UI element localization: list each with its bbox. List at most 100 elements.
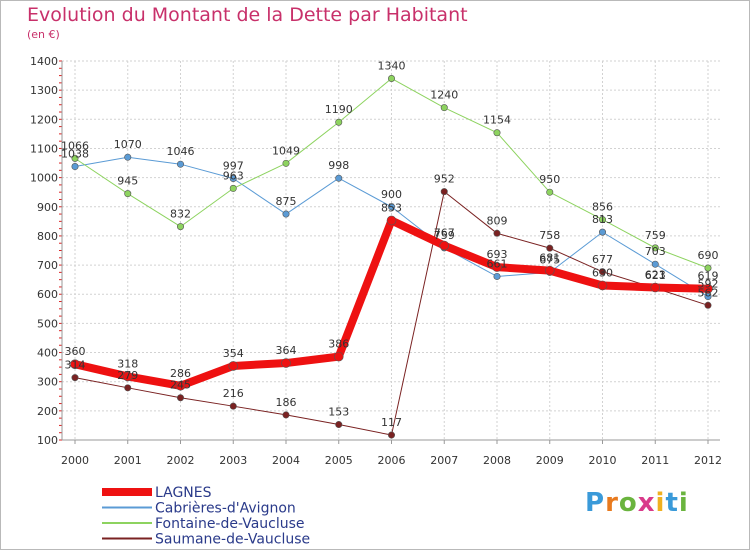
data-point-lagnes xyxy=(544,265,555,276)
y-tick-label: 1300 xyxy=(30,84,58,97)
data-label-lagnes: 318 xyxy=(117,357,138,370)
data-point-lagnes xyxy=(333,351,344,362)
data-point-cabri-res-d-avignon xyxy=(598,228,606,236)
data-label-saumane-de-vaucluse: 562 xyxy=(698,286,719,299)
data-point-lagnes xyxy=(703,283,713,294)
data-point-saumane-de-vaucluse xyxy=(598,268,606,276)
data-point-saumane-de-vaucluse xyxy=(335,421,343,429)
data-point-fontaine-de-vaucluse xyxy=(598,216,606,224)
data-point-cabri-res-d-avignon xyxy=(124,153,132,161)
data-label-saumane-de-vaucluse: 952 xyxy=(434,173,455,186)
data-point-fontaine-de-vaucluse xyxy=(440,104,448,112)
y-tick-label: 500 xyxy=(37,317,58,330)
x-tick-label: 2003 xyxy=(219,454,247,467)
logo-letter: P xyxy=(585,488,606,518)
legend-label: Fontaine-de-Vaucluse xyxy=(155,516,305,532)
proxiti-logo: Proxiti xyxy=(585,488,689,518)
data-label-cabri-res-d-avignon: 661 xyxy=(487,257,508,270)
data-label-saumane-de-vaucluse: 245 xyxy=(170,379,191,392)
data-point-lagnes xyxy=(650,282,661,293)
logo-letter: o xyxy=(618,488,638,518)
logo-letter: i xyxy=(655,488,666,518)
data-label-lagnes: 354 xyxy=(223,347,244,360)
data-label-cabri-res-d-avignon: 998 xyxy=(328,159,349,172)
data-label-lagnes: 286 xyxy=(170,367,191,380)
data-label-cabri-res-d-avignon: 1046 xyxy=(167,145,195,158)
data-point-fontaine-de-vaucluse xyxy=(177,223,185,231)
data-label-fontaine-de-vaucluse: 1066 xyxy=(61,139,89,152)
data-point-cabri-res-d-avignon xyxy=(282,210,290,218)
data-label-cabri-res-d-avignon: 703 xyxy=(645,245,666,258)
data-point-fontaine-de-vaucluse xyxy=(387,74,395,82)
x-tick-label: 2009 xyxy=(536,454,564,467)
data-label-cabri-res-d-avignon: 997 xyxy=(223,159,244,172)
data-point-saumane-de-vaucluse xyxy=(704,301,712,309)
data-label-fontaine-de-vaucluse: 1240 xyxy=(430,89,458,102)
data-label-saumane-de-vaucluse: 621 xyxy=(645,269,666,282)
data-point-saumane-de-vaucluse xyxy=(71,374,79,382)
data-point-cabri-res-d-avignon xyxy=(177,160,185,168)
data-label-saumane-de-vaucluse: 758 xyxy=(539,229,560,242)
data-point-saumane-de-vaucluse xyxy=(282,411,290,419)
legend-label: Saumane-de-Vaucluse xyxy=(155,532,310,548)
x-tick-label: 2006 xyxy=(378,454,406,467)
data-label-fontaine-de-vaucluse: 963 xyxy=(223,169,244,182)
y-tick-label: 1000 xyxy=(30,172,58,185)
data-point-lagnes xyxy=(281,358,291,368)
data-label-lagnes: 767 xyxy=(434,227,455,240)
data-label-lagnes: 853 xyxy=(381,201,402,214)
data-label-fontaine-de-vaucluse: 1154 xyxy=(483,114,511,127)
data-label-fontaine-de-vaucluse: 950 xyxy=(539,173,560,186)
x-tick-label: 2004 xyxy=(272,454,300,467)
data-label-fontaine-de-vaucluse: 832 xyxy=(170,208,191,221)
data-point-cabri-res-d-avignon xyxy=(71,163,79,171)
data-label-lagnes: 364 xyxy=(276,344,297,357)
y-tick-label: 200 xyxy=(37,405,58,418)
y-tick-label: 100 xyxy=(37,434,58,447)
logo-letter: r xyxy=(605,488,619,518)
y-tick-label: 1200 xyxy=(30,113,58,126)
data-label-lagnes: 693 xyxy=(487,248,508,261)
data-label-lagnes: 681 xyxy=(539,252,560,265)
data-point-fontaine-de-vaucluse xyxy=(651,244,659,252)
data-label-saumane-de-vaucluse: 186 xyxy=(276,396,297,409)
data-point-lagnes xyxy=(175,380,186,391)
data-label-fontaine-de-vaucluse: 690 xyxy=(698,249,719,262)
data-point-fontaine-de-vaucluse xyxy=(124,190,132,198)
chart-subtitle: (en €) xyxy=(27,28,60,41)
y-tick-label: 700 xyxy=(37,259,58,272)
data-point-fontaine-de-vaucluse xyxy=(493,129,501,137)
data-label-cabri-res-d-avignon: 592 xyxy=(698,278,719,291)
data-point-lagnes xyxy=(439,240,450,251)
y-tick-label: 900 xyxy=(37,201,58,214)
x-tick-label: 2011 xyxy=(641,454,669,467)
data-label-lagnes: 630 xyxy=(592,266,613,279)
data-label-lagnes: 386 xyxy=(328,338,349,351)
data-label-saumane-de-vaucluse: 216 xyxy=(223,387,244,400)
x-tick-label: 2002 xyxy=(167,454,195,467)
data-label-saumane-de-vaucluse: 117 xyxy=(381,416,402,429)
y-tick-label: 400 xyxy=(37,347,58,360)
y-tick-label: 600 xyxy=(37,288,58,301)
data-label-fontaine-de-vaucluse: 945 xyxy=(117,175,138,188)
data-point-fontaine-de-vaucluse xyxy=(546,188,554,196)
data-label-cabri-res-d-avignon: 813 xyxy=(592,213,613,226)
x-tick-label: 2007 xyxy=(430,454,458,467)
y-tick-label: 800 xyxy=(37,230,58,243)
data-label-cabri-res-d-avignon: 1070 xyxy=(114,138,142,151)
data-label-saumane-de-vaucluse: 279 xyxy=(117,369,138,382)
legend: LAGNESCabrières-d'AvignonFontaine-de-Vau… xyxy=(102,485,310,548)
y-tick-label: 300 xyxy=(37,376,58,389)
data-point-cabri-res-d-avignon xyxy=(651,260,659,268)
logo-letter: x xyxy=(637,488,656,518)
data-label-lagnes: 619 xyxy=(698,270,719,283)
data-label-lagnes: 623 xyxy=(645,269,666,282)
data-point-lagnes xyxy=(492,262,502,272)
data-point-lagnes xyxy=(228,361,239,371)
data-label-fontaine-de-vaucluse: 759 xyxy=(645,229,666,242)
data-point-cabri-res-d-avignon xyxy=(387,203,395,211)
data-point-saumane-de-vaucluse xyxy=(124,384,132,392)
data-point-saumane-de-vaucluse xyxy=(177,394,185,402)
data-point-cabri-res-d-avignon xyxy=(335,174,343,182)
